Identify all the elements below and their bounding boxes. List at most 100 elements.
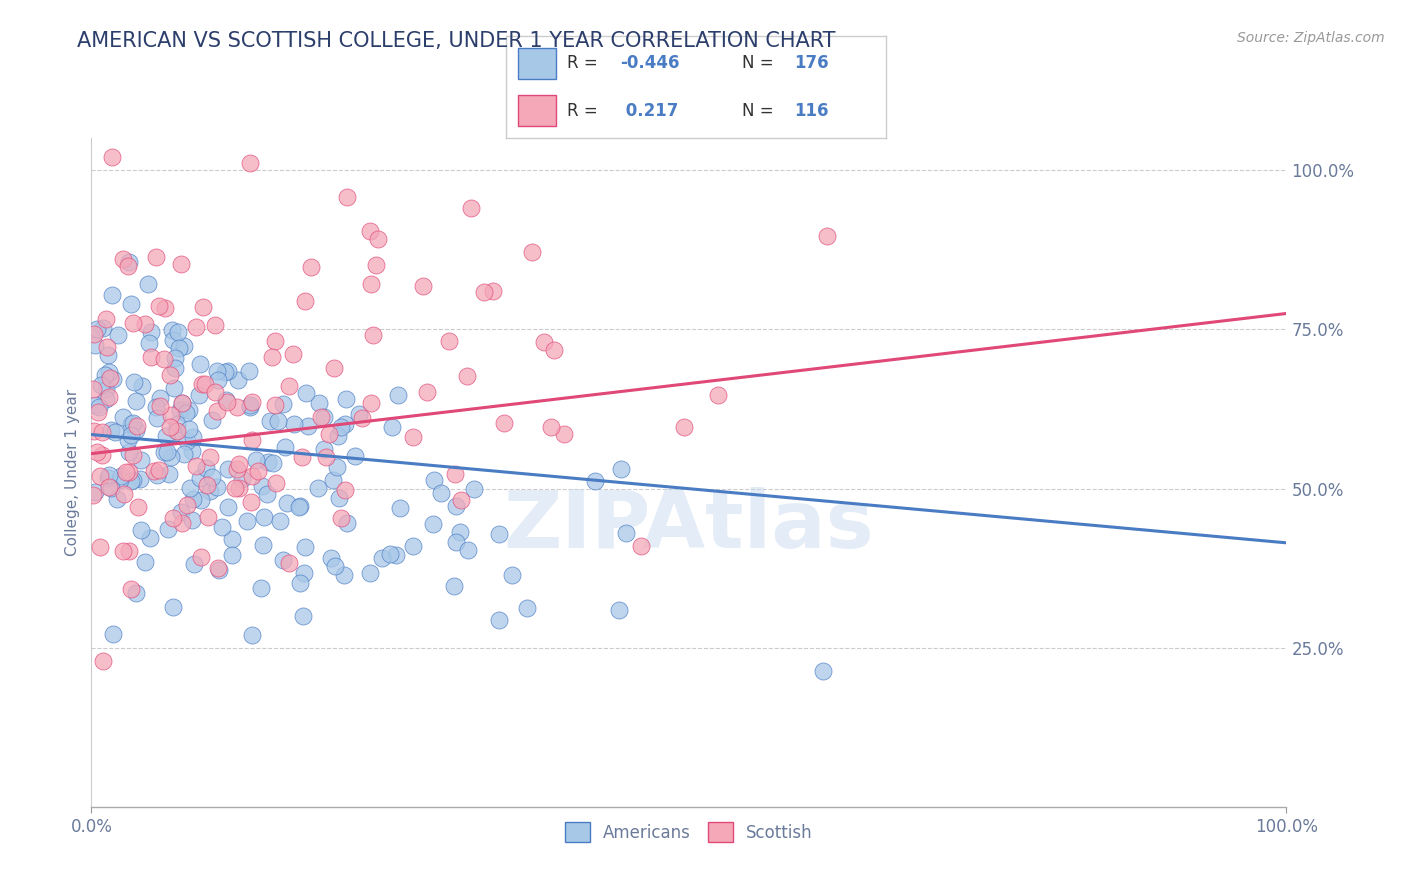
Point xyxy=(444,467,467,481)
Point xyxy=(333,567,356,582)
Point xyxy=(125,419,148,434)
Point xyxy=(98,390,121,404)
Point xyxy=(90,378,112,392)
Point xyxy=(181,492,204,507)
Point xyxy=(172,395,194,409)
Point xyxy=(83,326,105,341)
Point xyxy=(134,555,156,569)
Point xyxy=(170,516,193,530)
Point xyxy=(322,473,344,487)
Point xyxy=(163,381,186,395)
Point xyxy=(607,603,630,617)
Point xyxy=(90,448,112,462)
Point xyxy=(148,299,170,313)
Point xyxy=(160,408,183,422)
Point xyxy=(165,424,187,438)
Point xyxy=(125,393,148,408)
Point xyxy=(273,440,295,454)
Point xyxy=(157,523,180,537)
Point xyxy=(141,325,163,339)
Point xyxy=(308,396,330,410)
Point xyxy=(211,520,233,534)
Point xyxy=(94,312,117,326)
Point xyxy=(240,433,263,447)
Point xyxy=(125,586,148,600)
Point xyxy=(122,416,145,430)
Point xyxy=(162,333,184,347)
FancyBboxPatch shape xyxy=(517,95,555,126)
Point xyxy=(260,350,283,364)
Point xyxy=(444,500,467,514)
Text: N =: N = xyxy=(741,102,779,120)
Point xyxy=(134,317,156,331)
Point xyxy=(156,445,179,459)
Point xyxy=(228,373,250,387)
Point xyxy=(86,445,108,459)
Point xyxy=(190,492,212,507)
Point xyxy=(402,539,425,553)
Point xyxy=(264,334,287,349)
Text: 116: 116 xyxy=(794,102,830,120)
Point xyxy=(120,427,142,442)
Y-axis label: College, Under 1 year: College, Under 1 year xyxy=(65,389,80,557)
Point xyxy=(456,368,478,383)
Point xyxy=(238,364,260,378)
Point xyxy=(83,424,105,438)
Point xyxy=(359,566,381,581)
Point xyxy=(262,456,284,470)
Point xyxy=(422,516,444,531)
Point xyxy=(553,427,575,442)
Point xyxy=(166,417,188,431)
Point xyxy=(100,481,122,495)
Point xyxy=(352,411,374,425)
Point xyxy=(288,499,311,513)
Point xyxy=(271,397,294,411)
Point xyxy=(183,430,205,444)
Point xyxy=(443,579,465,593)
Text: Source: ZipAtlas.com: Source: ZipAtlas.com xyxy=(1237,31,1385,45)
Point xyxy=(84,398,107,412)
Point xyxy=(166,325,188,339)
Point xyxy=(239,398,262,412)
Point xyxy=(149,391,172,405)
Point xyxy=(472,285,495,299)
Point xyxy=(120,582,142,596)
Legend: Americans, Scottish: Americans, Scottish xyxy=(558,815,820,849)
Point xyxy=(444,535,467,549)
Point xyxy=(278,379,301,393)
Point xyxy=(423,473,446,487)
Point xyxy=(170,257,193,271)
Point xyxy=(117,259,139,273)
Point xyxy=(201,413,224,427)
Point xyxy=(516,601,538,615)
Point xyxy=(449,525,471,540)
Point xyxy=(291,450,314,464)
Point xyxy=(292,566,315,580)
Point xyxy=(104,425,127,439)
Point xyxy=(145,401,167,415)
Point xyxy=(263,398,285,412)
Point xyxy=(299,260,322,275)
Point xyxy=(122,473,145,487)
Point xyxy=(333,483,356,497)
Point xyxy=(482,284,505,298)
Text: 0.217: 0.217 xyxy=(620,102,679,120)
Point xyxy=(328,491,350,505)
Point xyxy=(160,450,183,464)
Point xyxy=(343,449,366,463)
Point xyxy=(101,372,124,386)
Point xyxy=(815,229,838,244)
Point xyxy=(239,495,262,509)
Point xyxy=(294,540,316,554)
Point xyxy=(97,468,120,483)
Point xyxy=(110,469,132,483)
Point xyxy=(101,626,124,640)
Point xyxy=(321,550,343,565)
Point xyxy=(228,482,250,496)
Point xyxy=(115,466,138,480)
Point xyxy=(387,388,409,402)
Point xyxy=(283,417,305,431)
Point xyxy=(297,419,319,434)
Point xyxy=(170,396,193,410)
Point xyxy=(381,420,404,434)
